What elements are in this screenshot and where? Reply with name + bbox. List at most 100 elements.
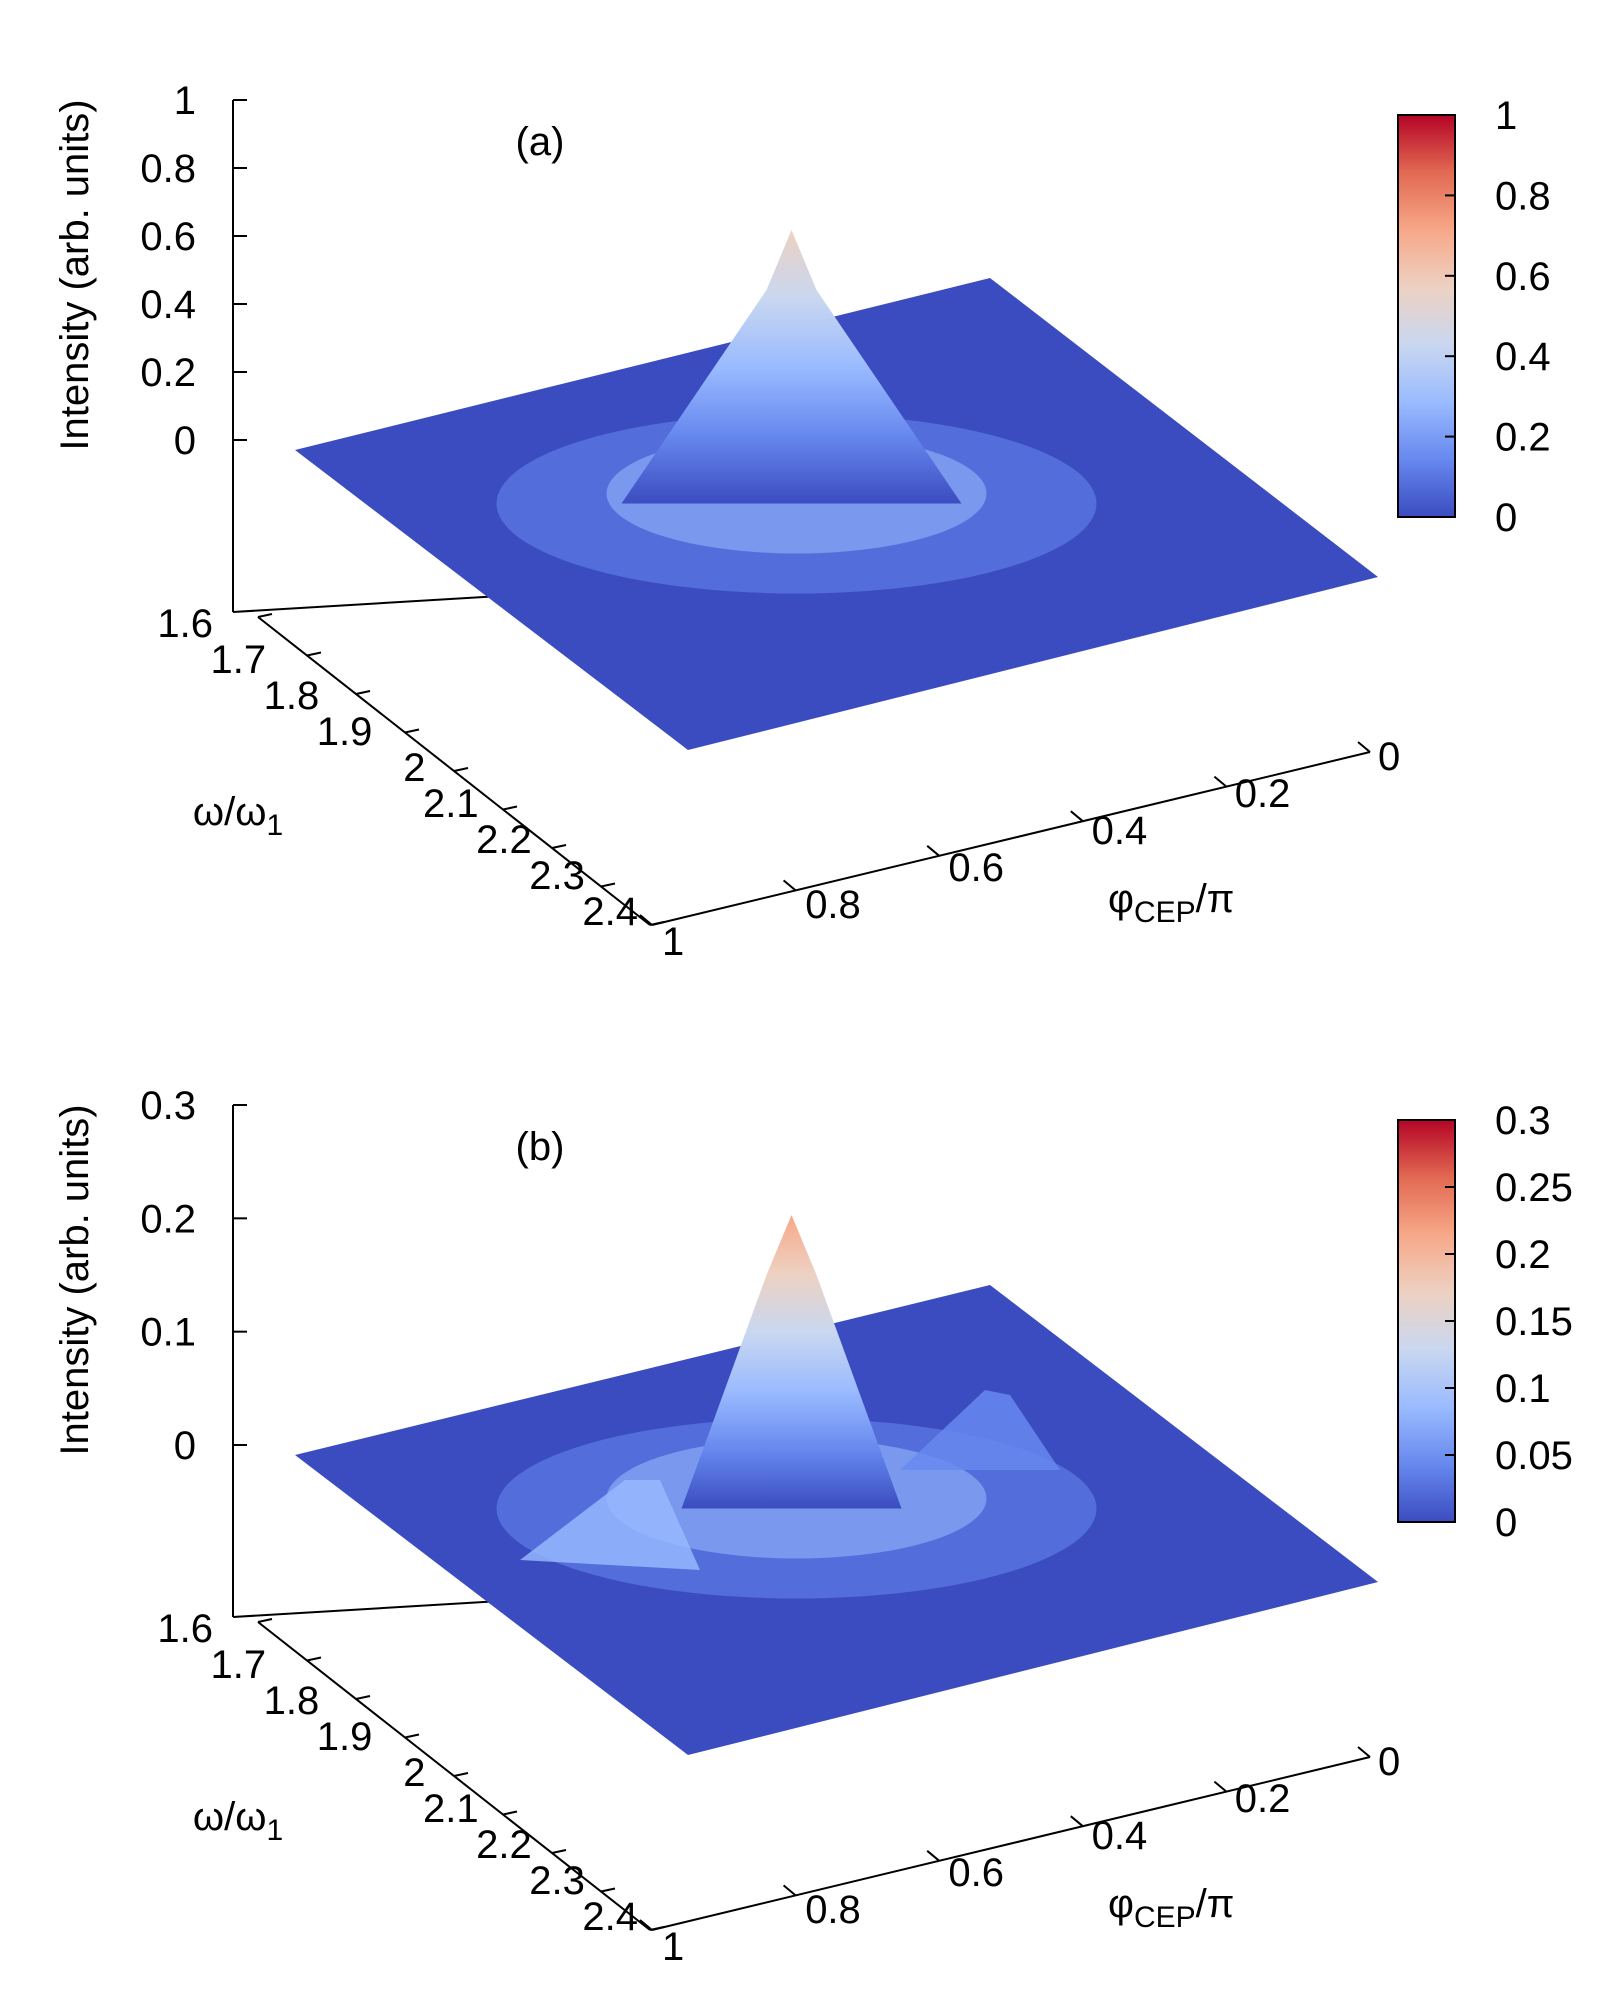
y-tick-mark (306, 1656, 322, 1662)
y-axis-title-main: ω/ω (193, 1795, 267, 1839)
y-tick-label: 2.1 (423, 782, 479, 826)
x-tick-label: 0.6 (948, 846, 1004, 890)
z-tick-label: 0.2 (140, 1197, 196, 1241)
x-tick-label: 0.6 (948, 1851, 1004, 1895)
y-tick-mark (551, 1849, 567, 1854)
y-tick-mark (600, 1887, 616, 1893)
x-tick-mark (1213, 775, 1228, 788)
x-tick-mark (1070, 810, 1084, 822)
x-tick-label: 0.8 (805, 1888, 861, 1932)
y-tick-mark (502, 805, 518, 811)
x-tick-mark (1070, 1815, 1084, 1827)
y-tick-label: 2 (403, 1751, 425, 1795)
y-tick-mark (306, 651, 322, 657)
y-tick-mark (355, 1695, 371, 1700)
x-tick-mark (1213, 1780, 1228, 1793)
x-tick-label: 0.4 (1092, 809, 1148, 853)
y-tick-label: 2 (403, 746, 425, 790)
x-axis-title-symbol: φ (1108, 1882, 1134, 1926)
x-axis-title-symbol: φ (1108, 877, 1134, 921)
colorbar-tick-label: 0.1 (1495, 1367, 1551, 1411)
z-axis-title: Intensity (arb. units) (53, 99, 97, 450)
colorbar-tick-label: 0.2 (1495, 1233, 1551, 1277)
surface-peak (621, 230, 962, 504)
panel-label: (a) (516, 120, 565, 164)
z-tick-label: 0.4 (140, 283, 196, 327)
x-tick-mark (1357, 741, 1371, 753)
colorbar-tick-label: 0.6 (1495, 255, 1551, 299)
y-tick-mark (404, 1733, 420, 1739)
z-tick-label: 0.2 (140, 351, 196, 395)
y-tick-mark (453, 767, 469, 772)
x-axis-line (651, 1756, 1371, 1931)
z-tick-label: 0.6 (140, 215, 196, 259)
x-axis-line (651, 751, 1371, 926)
y-axis-title: ω/ω1 (193, 1795, 283, 1847)
x-tick-label: 0 (1378, 1740, 1400, 1784)
y-tick-label: 2.4 (582, 1895, 638, 1939)
panel-label: (b) (516, 1125, 565, 1169)
y-tick-label: 2.1 (423, 1787, 479, 1831)
x-tick-label: 0.2 (1235, 1777, 1291, 1821)
surface-side-bump (900, 1390, 1060, 1470)
colorbar-tick-label: 0.2 (1495, 416, 1551, 460)
x-axis-title-tail: /π (1196, 877, 1235, 921)
z-tick-label: 0.1 (140, 1311, 196, 1355)
y-tick-label: 2.2 (476, 1823, 532, 1867)
y-axis-title: ω/ω1 (193, 790, 283, 842)
x-tick-label: 0.2 (1235, 772, 1291, 816)
x-tick-mark (782, 879, 797, 892)
y-tick-label: 2.2 (476, 818, 532, 862)
colorbar-tick-label: 0 (1495, 496, 1517, 540)
x-tick-label: 0 (1378, 735, 1400, 779)
y-tick-label: 1.6 (157, 602, 213, 646)
x-tick-label: 1 (662, 1925, 684, 1969)
colorbar-tick-label: 0 (1495, 1501, 1517, 1545)
y-tick-mark (355, 690, 371, 695)
z-tick-label: 0 (174, 1424, 196, 1468)
y-tick-mark (404, 728, 420, 734)
surface-peak (681, 1215, 902, 1509)
y-tick-label: 2.3 (529, 854, 585, 898)
y-tick-label: 1.7 (211, 1643, 267, 1687)
colorbar-tick-label: 0.15 (1495, 1300, 1573, 1344)
z-tick-label: 0.3 (140, 1084, 196, 1128)
x-tick-mark (639, 1919, 653, 1931)
y-axis-title-sub: 1 (266, 809, 283, 842)
y-tick-label: 2.3 (529, 1859, 585, 1903)
z-tick-label: 0 (174, 419, 196, 463)
colorbar-tick-label: 0.4 (1495, 335, 1551, 379)
colorbar-tick-label: 0.8 (1495, 174, 1551, 218)
x-axis-title-tail: /π (1196, 1882, 1235, 1926)
x-axis-title-sub: CEP (1134, 1901, 1196, 1934)
surface-side-bump (520, 1480, 700, 1570)
y-tick-label: 1.8 (264, 674, 320, 718)
panel-a: 0 0.2 0.4 0.6 0.8 1 1.61.71.81.9 22.12.22.32.4 0… (53, 79, 1551, 964)
z-axis-title: Intensity (arb. units) (53, 1104, 97, 1455)
x-tick-mark (782, 1884, 797, 1897)
x-tick-label: 1 (662, 920, 684, 964)
y-axis-title-main: ω/ω (193, 790, 267, 834)
x-axis-title-sub: CEP (1134, 896, 1196, 929)
x-tick-mark (926, 1850, 940, 1862)
y-tick-label: 1.9 (317, 1715, 373, 1759)
y-tick-label: 1.7 (211, 638, 267, 682)
colorbar (1397, 114, 1456, 518)
colorbar-tick-label: 0.05 (1495, 1434, 1573, 1478)
y-tick-mark (502, 1810, 518, 1816)
colorbar-tick-label: 0.3 (1495, 1099, 1551, 1143)
x-tick-mark (639, 914, 653, 926)
x-axis-title: φCEP/π (1108, 1882, 1234, 1934)
y-tick-mark (453, 1772, 469, 1777)
x-tick-mark (926, 845, 940, 857)
x-axis-title: φCEP/π (1108, 877, 1234, 929)
x-tick-label: 0.8 (805, 883, 861, 927)
y-tick-mark (257, 613, 273, 618)
y-tick-label: 1.6 (157, 1607, 213, 1651)
z-tick-label: 0.8 (140, 147, 196, 191)
colorbar-tick-label: 1 (1495, 94, 1517, 138)
colorbar-tick-label: 0.25 (1495, 1166, 1573, 1210)
y-tick-mark (257, 1618, 273, 1623)
y-tick-mark (600, 882, 616, 888)
y-tick-label: 1.9 (317, 710, 373, 754)
